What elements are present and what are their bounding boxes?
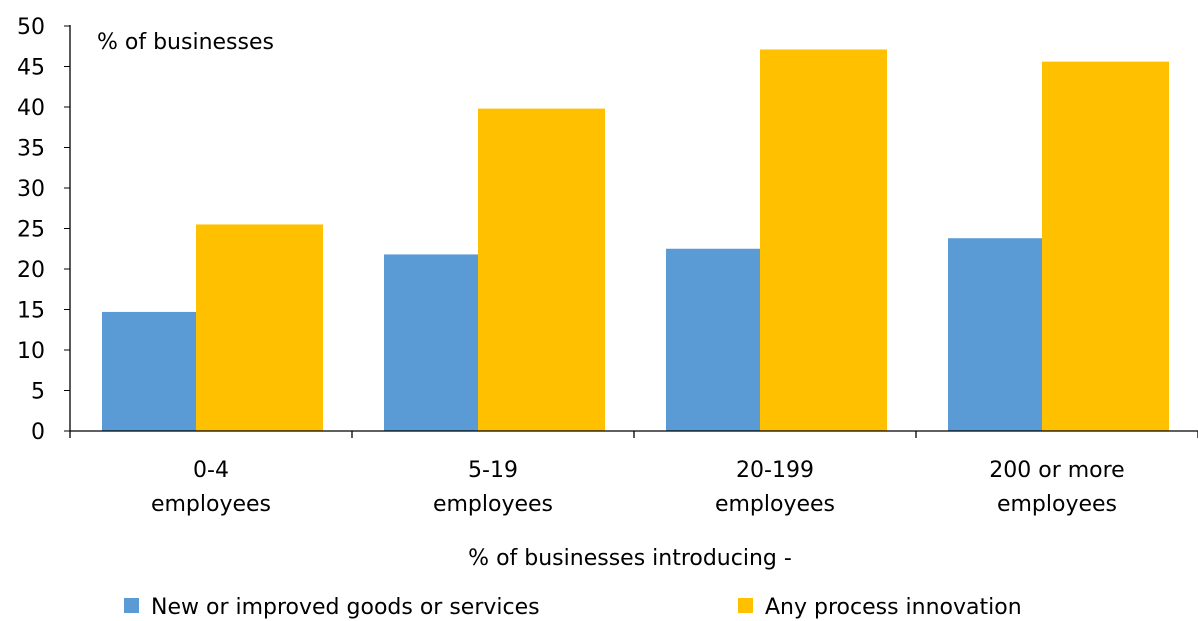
bar-goods-services: [666, 248, 760, 431]
legend-swatch: [124, 598, 139, 613]
axes: [69, 25, 1198, 438]
y-tick-label: 30: [17, 177, 45, 202]
y-tick-label: 15: [17, 299, 45, 324]
y-tick-label: 40: [17, 96, 45, 121]
y-tick-label: 50: [17, 15, 45, 40]
y-unit-label: % of businesses: [97, 30, 274, 55]
bars: [102, 49, 1169, 432]
x-tick-label: employees: [997, 492, 1117, 517]
y-tick-label: 45: [17, 56, 45, 81]
x-axis-labels: 0-4 employees 5-19 employees 20-199 employees…: [151, 458, 1125, 517]
x-tick-label: 20-199: [736, 458, 814, 483]
legend-swatch: [738, 598, 753, 613]
x-tick-label: employees: [433, 492, 553, 517]
bar-process-innovation: [196, 224, 323, 431]
x-tick-label: employees: [151, 492, 271, 517]
y-tick-label: 5: [31, 380, 45, 405]
y-tick-label: 35: [17, 137, 45, 162]
y-tick-label: 0: [31, 420, 45, 445]
bar-process-innovation: [1042, 61, 1169, 431]
bar-goods-services: [948, 238, 1042, 431]
legend-title: % of businesses introducing -: [468, 546, 792, 571]
y-tick-label: 25: [17, 218, 45, 243]
bar-process-innovation: [478, 108, 605, 432]
x-tick-label: 0-4: [193, 458, 229, 483]
bar-goods-services: [384, 254, 478, 431]
x-tick-label: employees: [715, 492, 835, 517]
legend: New or improved goods or services Any pro…: [124, 595, 1022, 620]
y-axis-ticks: 0 5 10 15 20 25 30 35 40 45 50: [17, 15, 70, 445]
y-tick-label: 20: [17, 258, 45, 283]
x-tick-label: 5-19: [468, 458, 518, 483]
legend-label: Any process innovation: [765, 595, 1022, 620]
bar-process-innovation: [760, 49, 887, 432]
x-tick-label: 200 or more: [989, 458, 1124, 483]
legend-label: New or improved goods or services: [151, 595, 540, 620]
y-tick-label: 10: [17, 339, 45, 364]
bar-goods-services: [102, 311, 196, 431]
